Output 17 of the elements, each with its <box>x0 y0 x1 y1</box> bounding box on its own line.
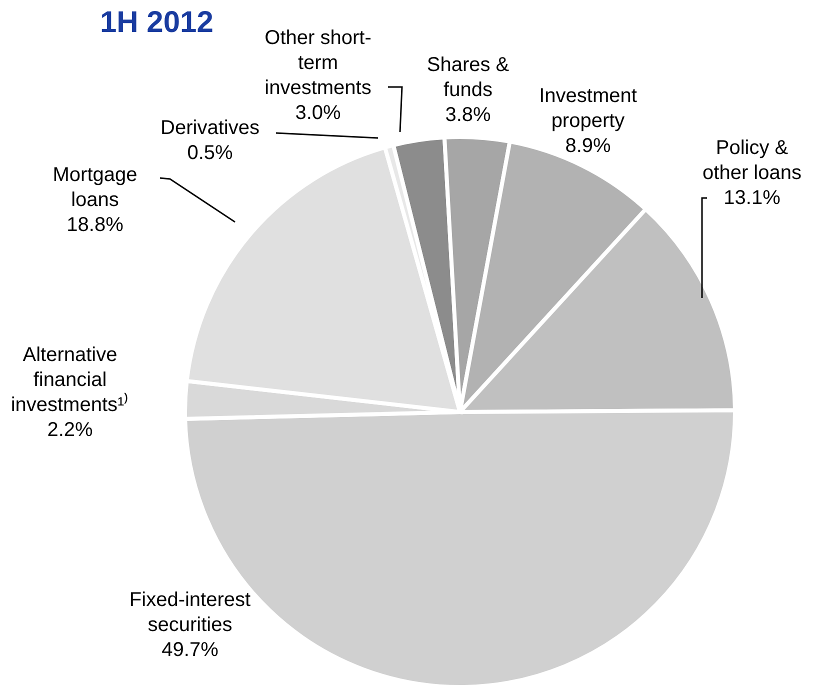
slice-label: Policy & other loans <box>702 137 802 184</box>
slice-label: Fixed-interest securities <box>129 589 252 636</box>
data-label: 8.9% <box>565 135 612 157</box>
slice-label: Other short-term investments <box>264 27 372 99</box>
slice-label: Mortgage loans <box>52 164 138 211</box>
data-label: 49.7% <box>162 639 219 661</box>
chart-title: 1H 2012 <box>100 6 214 39</box>
slice-label: Alternative financial investments¹⁾ <box>10 344 130 416</box>
data-label: 2.2% <box>47 419 94 441</box>
data-label: 18.8% <box>66 214 124 236</box>
data-label: 3.0% <box>295 102 342 124</box>
slice-label: Derivatives <box>160 117 260 139</box>
slice-label: Shares & funds <box>426 54 510 101</box>
data-label: 3.8% <box>445 104 492 126</box>
data-label: 13.1% <box>724 187 781 209</box>
slice-label: Investment property <box>539 85 638 132</box>
data-label: 0.5% <box>187 142 234 164</box>
